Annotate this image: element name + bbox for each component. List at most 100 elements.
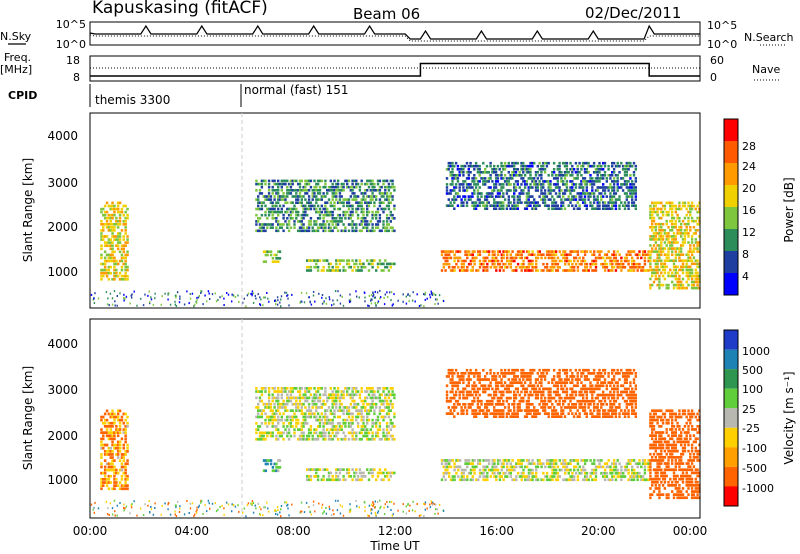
power-cell <box>411 299 414 302</box>
velocity-cell <box>471 412 474 415</box>
power-cell <box>349 217 352 220</box>
velocity-cell <box>484 465 487 469</box>
power-cell <box>565 189 569 192</box>
velocity-cell <box>309 393 313 397</box>
power-cell <box>111 204 114 208</box>
power-cell <box>500 195 503 198</box>
power-cell <box>493 266 496 269</box>
velocity-cell <box>326 409 329 412</box>
power-cell <box>338 217 342 220</box>
power-cell <box>585 168 588 171</box>
velocity-cell <box>360 437 363 441</box>
velocity-cell <box>358 396 362 400</box>
power-cell <box>335 195 338 198</box>
power-cell <box>105 271 109 275</box>
velocity-cell <box>309 478 313 482</box>
velocity-cell <box>275 409 278 412</box>
power-cell <box>324 259 327 262</box>
power-cell <box>107 268 111 272</box>
power-cell <box>527 164 530 168</box>
power-cell <box>264 223 267 226</box>
power-cell <box>602 177 605 180</box>
power-cell <box>689 210 692 214</box>
power-cell <box>462 174 465 177</box>
power-cell <box>687 274 690 278</box>
power-cell <box>342 265 345 269</box>
power-cell <box>692 226 696 229</box>
power-cell <box>676 271 679 275</box>
power-cell <box>342 198 345 201</box>
power-cell <box>629 164 632 168</box>
power-cell <box>362 207 365 211</box>
power-cell <box>516 201 519 204</box>
power-cell <box>594 259 598 263</box>
power-cell <box>251 294 253 297</box>
velocity-cell <box>275 412 278 416</box>
velocity-cell <box>126 484 129 487</box>
power-cell <box>304 229 307 233</box>
power-cell <box>574 262 578 266</box>
power-cell <box>485 192 489 195</box>
power-cell <box>631 266 634 269</box>
velocity-cell <box>338 415 342 419</box>
velocity-cell <box>598 465 601 469</box>
power-cell <box>106 303 109 306</box>
velocity-cell <box>535 465 538 469</box>
velocity-cell <box>449 396 452 400</box>
power-cell <box>498 195 501 198</box>
power-cell <box>122 220 125 223</box>
velocity-cell <box>387 471 391 475</box>
power-cell <box>315 182 318 186</box>
velocity-cell <box>585 478 589 482</box>
power-cell <box>321 294 324 296</box>
velocity-cell <box>355 471 358 475</box>
power-cell <box>672 235 676 238</box>
velocity-cell <box>569 478 572 482</box>
power-cell <box>353 223 356 226</box>
velocity-cell <box>122 412 125 416</box>
power-cell <box>494 183 498 186</box>
power-cell <box>529 204 532 207</box>
power-cell <box>423 293 425 296</box>
velocity-cell <box>335 406 338 409</box>
power-cell <box>671 201 674 205</box>
power-cell <box>471 250 474 253</box>
power-cell <box>618 204 621 207</box>
power-cell <box>551 201 554 204</box>
power-cell <box>680 226 683 229</box>
power-cell <box>273 207 276 211</box>
power-cell <box>313 204 316 208</box>
power-cell <box>178 301 181 304</box>
power-cell <box>600 198 603 201</box>
power-cell <box>113 290 116 293</box>
power-cell <box>605 177 608 180</box>
power-cell <box>262 179 265 183</box>
power-cell <box>321 296 323 299</box>
power-cell <box>658 232 661 235</box>
power-cell <box>107 253 111 257</box>
power-cell <box>277 257 280 260</box>
velocity-cell <box>391 422 394 425</box>
power-cell <box>671 219 674 223</box>
power-cell <box>591 186 594 189</box>
velocity-cell <box>102 471 105 475</box>
power-cell <box>455 256 458 260</box>
power-cell <box>120 278 124 281</box>
power-cell <box>442 250 445 253</box>
velocity-cell <box>641 459 645 462</box>
power-cell <box>607 201 610 204</box>
power-cell <box>340 185 343 189</box>
velocity-cell <box>287 396 291 400</box>
power-cell <box>482 161 485 165</box>
power-cell <box>612 266 616 269</box>
power-cell <box>277 195 280 198</box>
power-cell <box>453 177 456 180</box>
power-cell <box>344 213 347 217</box>
power-cell <box>93 297 95 300</box>
power-cell <box>284 182 287 186</box>
power-cell <box>694 277 697 281</box>
power-cell <box>681 253 685 256</box>
power-cell <box>602 204 605 207</box>
velocity-cell <box>120 487 124 491</box>
power-cell <box>669 274 672 278</box>
